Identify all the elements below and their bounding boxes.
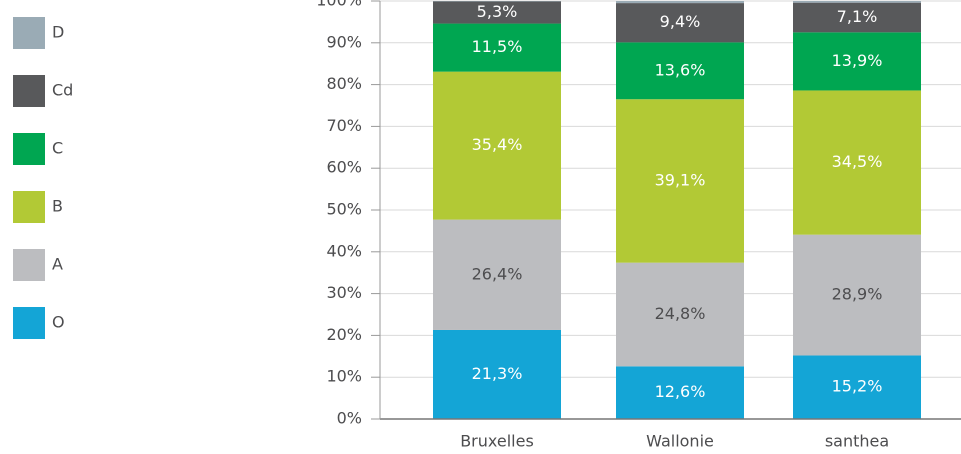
bar-segment xyxy=(616,1,744,4)
data-label: 39,1% xyxy=(655,170,706,189)
y-tick-label: 100% xyxy=(316,0,362,10)
bar-segment xyxy=(433,329,561,419)
legend-label: D xyxy=(52,23,64,42)
bar-segment xyxy=(793,234,921,356)
y-tick-label: 50% xyxy=(326,200,362,219)
bar-segment xyxy=(616,99,744,263)
legend-label: A xyxy=(52,255,63,274)
bar-segment xyxy=(793,32,921,91)
bar-segment xyxy=(793,90,921,235)
bar-segment xyxy=(616,3,744,43)
legend-label: B xyxy=(52,197,63,216)
data-label: 26,4% xyxy=(472,264,523,283)
y-tick-label: 40% xyxy=(326,241,362,260)
y-tick-label: 80% xyxy=(326,74,362,93)
bar-segment xyxy=(616,262,744,367)
data-label: 5,3% xyxy=(477,2,518,21)
y-tick-label: 0% xyxy=(337,409,362,428)
y-tick-label: 70% xyxy=(326,116,362,135)
data-label: 9,4% xyxy=(660,12,701,31)
data-label: 13,9% xyxy=(832,51,883,70)
y-tick-label: 20% xyxy=(326,325,362,344)
bar-segment xyxy=(793,2,921,33)
legend-label: Cd xyxy=(52,81,73,100)
legend-swatch xyxy=(13,249,45,281)
bar-segment xyxy=(616,366,744,419)
legend-swatch xyxy=(13,17,45,49)
data-label: 34,5% xyxy=(832,152,883,171)
bar-segment xyxy=(433,219,561,330)
data-label: 13,6% xyxy=(655,60,706,79)
data-label: 7,1% xyxy=(837,7,878,26)
data-label: 28,9% xyxy=(832,285,883,304)
x-tick-label: Wallonie xyxy=(646,432,714,451)
bar-segment xyxy=(433,23,561,72)
legend-label: C xyxy=(52,139,63,158)
x-tick-label: santhea xyxy=(825,432,889,451)
legend-swatch xyxy=(13,307,45,339)
data-label: 11,5% xyxy=(472,37,523,56)
y-tick-label: 10% xyxy=(326,367,362,386)
legend-swatch xyxy=(13,75,45,107)
bar-segment xyxy=(433,71,561,220)
bar-segment xyxy=(433,1,561,24)
y-tick-label: 90% xyxy=(326,32,362,51)
legend-swatch xyxy=(13,191,45,223)
y-tick-label: 60% xyxy=(326,158,362,177)
y-tick-label: 30% xyxy=(326,283,362,302)
legend-label: O xyxy=(52,313,65,332)
bar-segment xyxy=(793,355,921,419)
data-label: 35,4% xyxy=(472,135,523,154)
data-label: 21,3% xyxy=(472,364,523,383)
data-label: 15,2% xyxy=(832,377,883,396)
legend-swatch xyxy=(13,133,45,165)
x-tick-label: Bruxelles xyxy=(460,432,534,451)
data-label: 24,8% xyxy=(655,304,706,323)
bar-segment xyxy=(793,1,921,3)
data-label: 12,6% xyxy=(655,382,706,401)
bar-segment xyxy=(616,42,744,100)
